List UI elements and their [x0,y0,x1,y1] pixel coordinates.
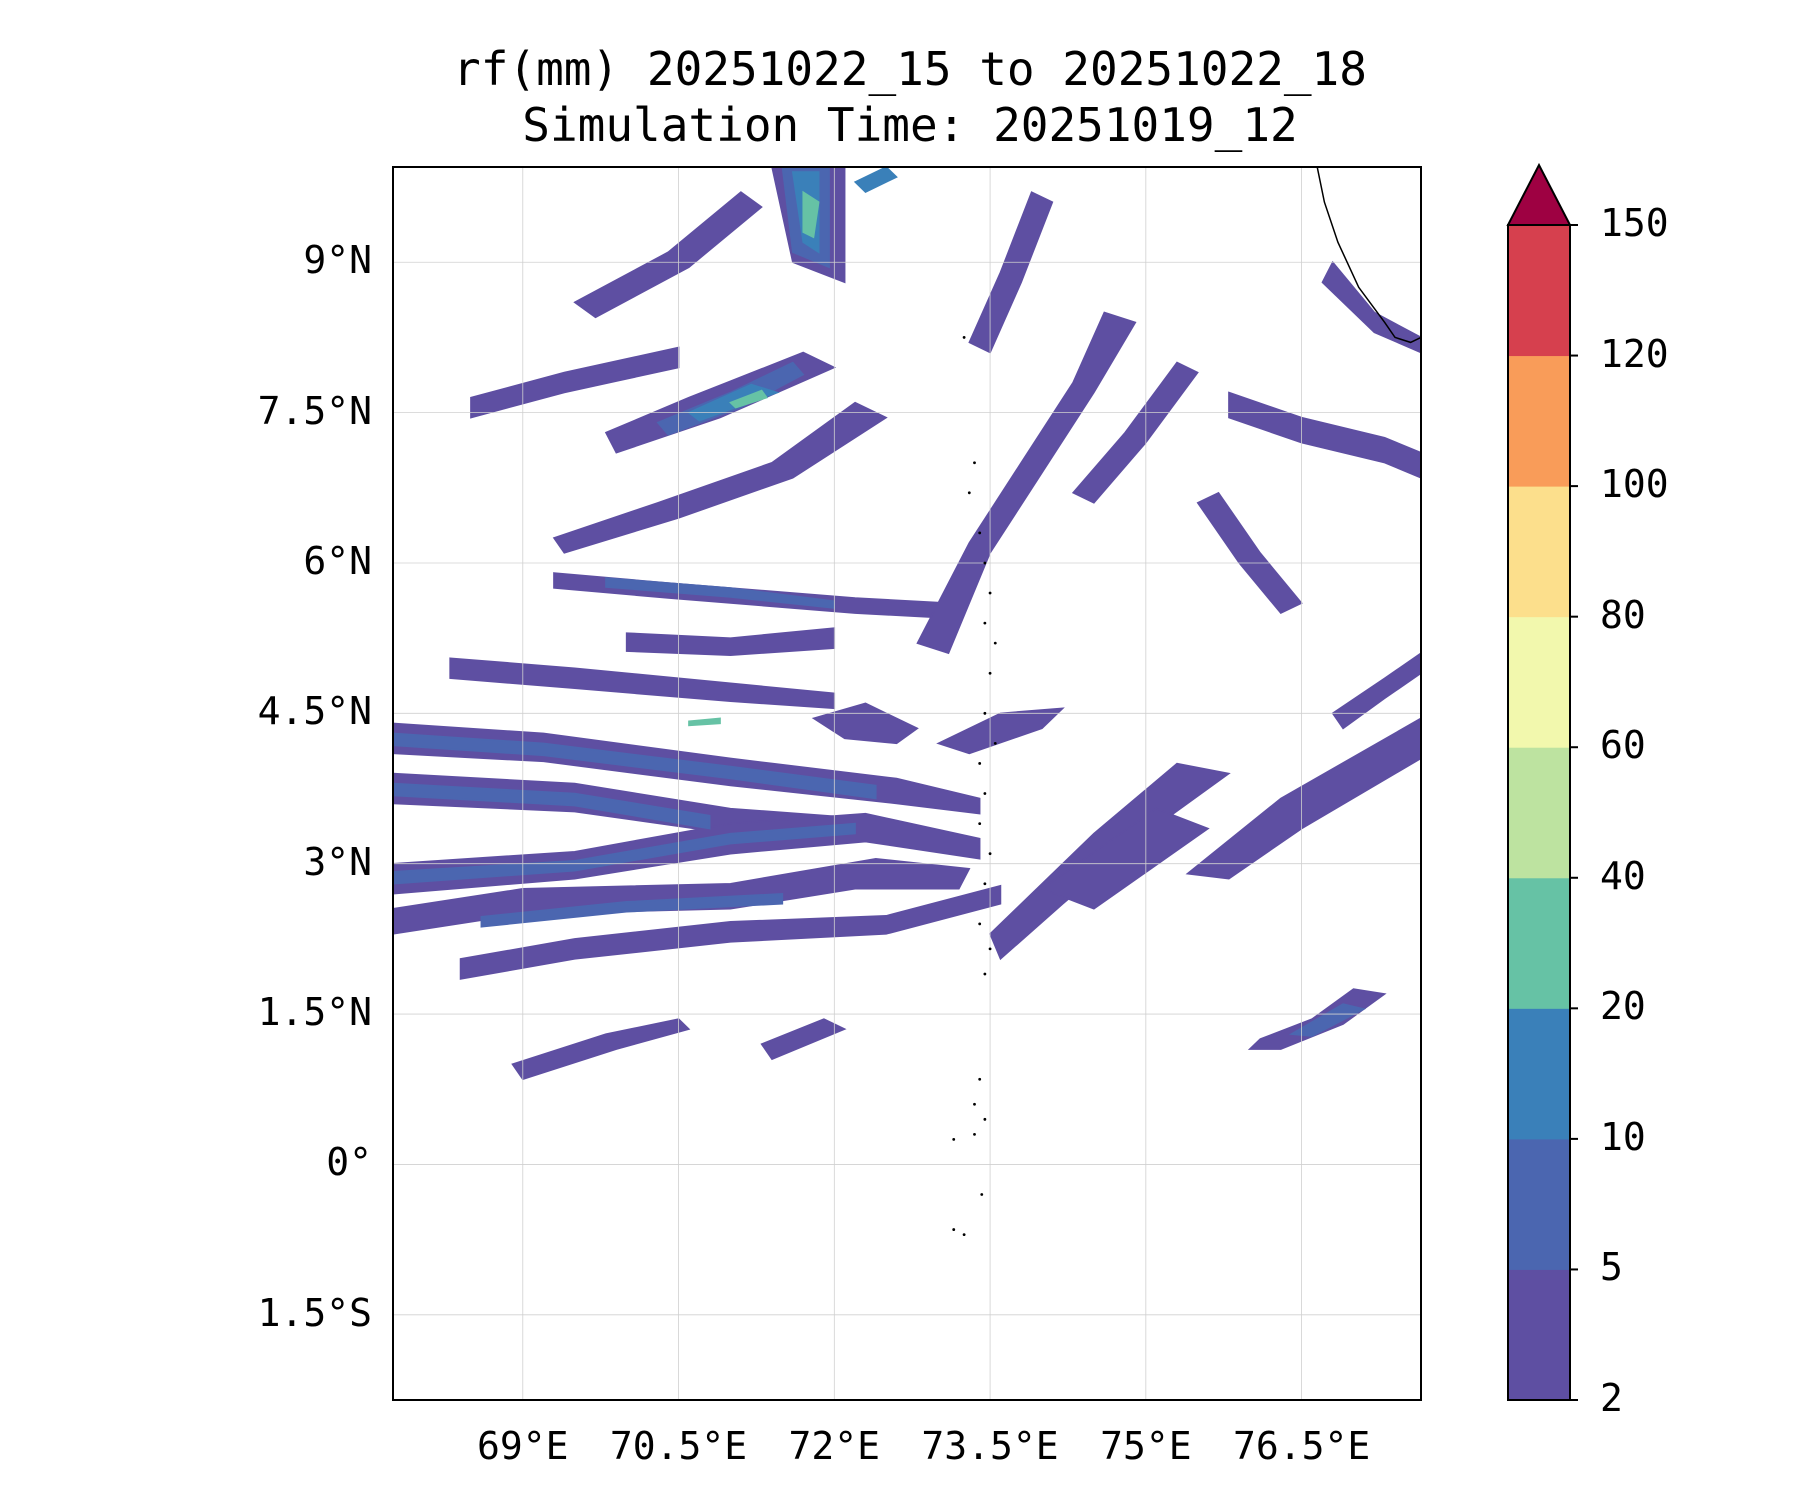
rain-band-2mm-21 [1321,260,1421,354]
rain-band-2mm-7 [1185,717,1421,880]
rain-band-2mm-23 [1331,652,1421,730]
colorbar-segment [1508,1138,1570,1270]
lat-tick-label: 3°N [303,839,372,884]
lat-tick-label: 1.5°S [257,1290,372,1335]
island-dot [973,1102,976,1106]
lat-tick-label: 1.5°N [257,990,372,1035]
rain-band-2mm-27 [760,1018,847,1061]
lon-tick-label: 69°E [477,1424,569,1468]
colorbar [1506,162,1578,1401]
lat-tick-label: 9°N [303,238,372,283]
colorbar-level-label: 60 [1600,723,1646,768]
rain-band-5mm-2 [393,822,856,885]
lon-tick-label: 72°E [788,1424,881,1468]
rain-band-5mm-1 [393,782,711,830]
island-dot [988,671,992,675]
lat-tick-label: 6°N [303,538,372,583]
colorbar-segment [1508,616,1570,748]
colorbar-segment [1508,1008,1570,1140]
rain-band-2mm-19 [1071,361,1199,504]
lat-tick-label: 7.5°N [257,388,372,433]
colorbar-level-label: 5 [1600,1245,1623,1290]
gridlines [393,167,1421,1400]
lon-tick-label: 70.5°E [609,1424,748,1468]
island-dot [973,1132,976,1136]
island-dot [988,591,992,595]
colorbar-level-label: 20 [1600,984,1646,1029]
lat-tick-label: 4.5°N [257,689,372,734]
colorbar-level-label: 10 [1600,1114,1646,1159]
colorbar-segment [1508,877,1570,1009]
island-dot [978,762,982,765]
rain-band-2mm-17 [916,311,1137,655]
plot-frame [392,166,1422,1401]
island-dot [983,792,987,795]
rain-band-10mm-2 [853,167,898,194]
rain-band-2mm-20 [1228,391,1421,479]
title-line-2: Simulation Time: 20251019_12 [522,98,1298,152]
colorbar-segment [1508,225,1570,357]
island-dot [993,641,997,645]
rain-band-2mm-15 [573,191,763,319]
rain-band-20mm-1 [729,389,769,409]
colorbar-segment [1508,486,1570,618]
island-outlines [952,336,997,1236]
island-dot [980,1193,984,1196]
island-dot [983,1117,987,1121]
colorbar-segment [1508,747,1570,879]
island-dot [983,711,987,715]
rain-band-5mm-0 [393,732,877,800]
colorbar-level-label: 120 [1600,331,1669,376]
rain-band-20mm-0 [802,190,820,239]
island-dot [952,1137,956,1141]
coastline-segment [1316,167,1421,344]
rain-band-2mm-12 [552,401,888,554]
colorbar-level-label: 100 [1600,462,1669,507]
island-dot [973,461,976,465]
island-dot [962,336,966,339]
island-dot [978,531,982,535]
lon-tick-label: 73.5°E [921,1424,1059,1468]
colorbar-level-label: 2 [1600,1376,1623,1420]
colorbar-level-label: 80 [1600,592,1646,637]
rain-band-2mm-3 [393,857,971,935]
island-dot [978,1077,982,1081]
island-dot [988,852,992,856]
rain-band-20mm-2 [688,717,721,727]
title-line-1: rf(mm) 20251022_15 to 20251022_18 [453,42,1367,96]
island-dot [978,822,982,825]
island-dot [983,882,987,886]
colorbar-extend-arrow [1506,162,1572,226]
island-dot [983,621,987,625]
colorbar-level-label: 40 [1600,853,1646,898]
island-dot [962,1233,966,1236]
coastline [1316,167,1421,344]
island-dot [967,491,971,495]
island-dot [993,742,997,745]
colorbar-frame [1507,224,1571,1401]
rain-band-5mm-3 [480,893,784,928]
island-dot [983,561,987,565]
rain-band-2mm-6 [1040,807,1210,910]
island-dot [952,1228,956,1231]
lon-tick-label: 76.5°E [1232,1424,1371,1468]
island-dot [983,972,987,976]
colorbar-segment [1508,1269,1570,1401]
lon-tick-label: 75°E [1100,1424,1192,1468]
island-dot [978,922,982,926]
island-dot [988,947,992,951]
lat-tick-label: 0° [326,1140,372,1185]
colorbar-segment [1508,355,1570,487]
colorbar-level-label: 150 [1600,201,1669,245]
